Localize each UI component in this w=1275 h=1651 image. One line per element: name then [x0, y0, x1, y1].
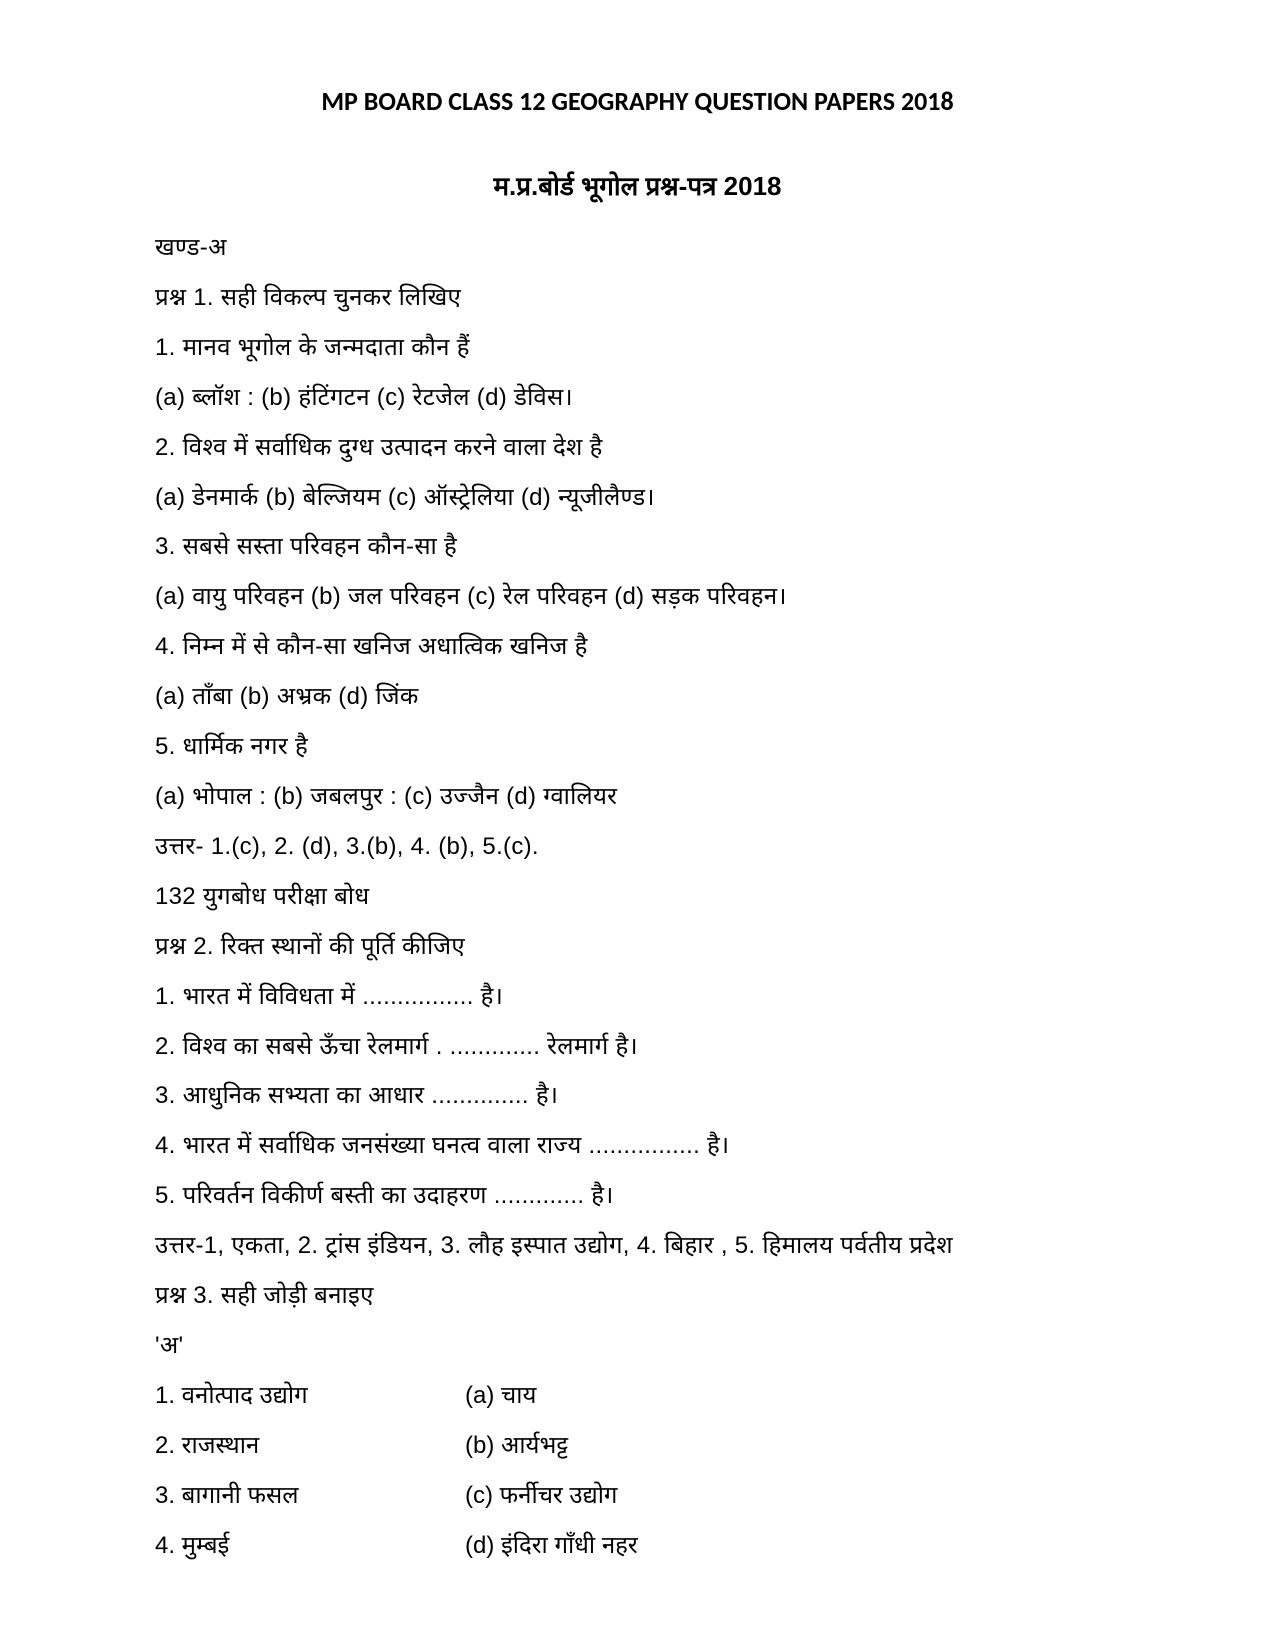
match-row: 1. वनोत्पाद उद्योग (a) चाय	[155, 1371, 1120, 1421]
q1-item: 2. विश्व में सर्वाधिक दुग्ध उत्पादन करने…	[155, 423, 1120, 473]
q1-answer: उत्तर- 1.(c), 2. (d), 3.(b), 4. (b), 5.(…	[155, 822, 1120, 872]
q1-item: (a) ताँबा (b) अभ्रक (d) जिंक	[155, 672, 1120, 722]
q3-heading: प्रश्न 3. सही जोड़ी बनाइए	[155, 1271, 1120, 1321]
q3-col-a-label: 'अ'	[155, 1321, 1120, 1371]
match-row: 2. राजस्थान (b) आर्यभट्ट	[155, 1421, 1120, 1471]
q1-heading: प्रश्न 1. सही विकल्प चुनकर लिखिए	[155, 273, 1120, 323]
q1-item: 5. धार्मिक नगर है	[155, 722, 1120, 772]
match-right: (c) फर्नीचर उद्योग	[465, 1471, 1120, 1521]
q1-item: 3. सबसे सस्ता परिवहन कौन-सा है	[155, 522, 1120, 572]
page-note: 132 युगबोध परीक्षा बोध	[155, 872, 1120, 922]
q2-item: 4. भारत में सर्वाधिक जनसंख्या घनत्व वाला…	[155, 1121, 1120, 1171]
q1-item: 1. मानव भूगोल के जन्मदाता कौन हैं	[155, 323, 1120, 373]
q2-heading: प्रश्न 2. रिक्त स्थानों की पूर्ति कीजिए	[155, 922, 1120, 972]
match-row: 3. बागानी फसल (c) फर्नीचर उद्योग	[155, 1471, 1120, 1521]
match-right: (b) आर्यभट्ट	[465, 1421, 1120, 1471]
q1-item: (a) वायु परिवहन (b) जल परिवहन (c) रेल पर…	[155, 572, 1120, 622]
match-right: (a) चाय	[465, 1371, 1120, 1421]
match-left: 4. मुम्बई	[155, 1521, 465, 1571]
match-right: (d) इंदिरा गाँधी नहर	[465, 1521, 1120, 1571]
q2-item: 3. आधुनिक सभ्यता का आधार .............. …	[155, 1071, 1120, 1121]
q2-item: 1. भारत में विविधता में ................…	[155, 972, 1120, 1022]
q2-item: 2. विश्व का सबसे ऊँचा रेलमार्ग . .......…	[155, 1022, 1120, 1072]
q1-item: (a) डेनमार्क (b) बेल्जियम (c) ऑस्ट्रेलिय…	[155, 473, 1120, 523]
title-english: MP BOARD CLASS 12 GEOGRAPHY QUESTION PAP…	[155, 85, 1120, 117]
q1-item: 4. निम्न में से कौन-सा खनिज अधात्विक खनि…	[155, 622, 1120, 672]
q1-item: (a) भोपाल : (b) जबलपुर : (c) उज्जैन (d) …	[155, 772, 1120, 822]
title-hindi: म.प्र.बोर्ड भूगोल प्रश्न-पत्र 2018	[155, 167, 1120, 203]
q1-item: (a) ब्लॉश : (b) हंटिंगटन (c) रेटजेल (d) …	[155, 373, 1120, 423]
match-row: 4. मुम्बई (d) इंदिरा गाँधी नहर	[155, 1521, 1120, 1571]
q2-answer: उत्तर-1, एकता, 2. ट्रांस इंडियन, 3. लौह …	[155, 1221, 1120, 1271]
section-label: खण्ड-अ	[155, 223, 1120, 273]
match-left: 3. बागानी फसल	[155, 1471, 465, 1521]
match-left: 1. वनोत्पाद उद्योग	[155, 1371, 465, 1421]
q2-item: 5. परिवर्तन विकीर्ण बस्ती का उदाहरण ....…	[155, 1171, 1120, 1221]
match-left: 2. राजस्थान	[155, 1421, 465, 1471]
